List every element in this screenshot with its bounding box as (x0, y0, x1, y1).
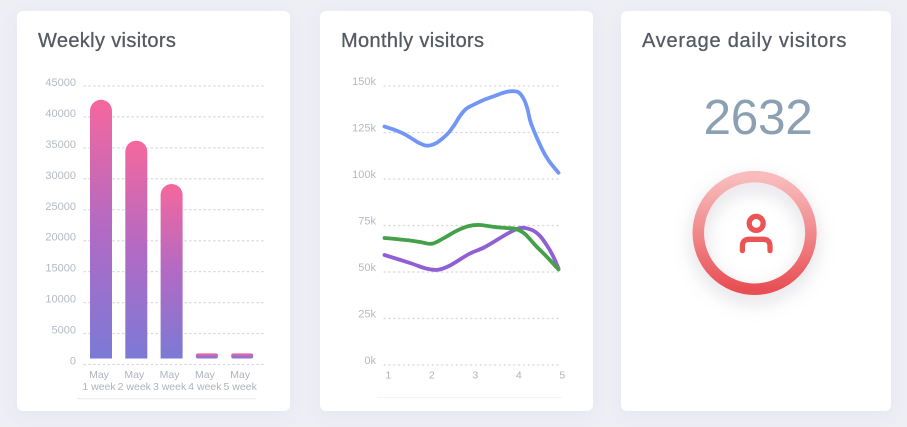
svg-text:50k: 50k (358, 262, 376, 274)
svg-text:0k: 0k (364, 355, 376, 367)
svg-text:5000: 5000 (52, 325, 76, 337)
svg-text:25k: 25k (358, 309, 376, 321)
svg-text:30000: 30000 (45, 170, 76, 182)
svg-text:1 week: 1 week (82, 381, 116, 393)
svg-text:0: 0 (70, 356, 76, 368)
svg-text:3: 3 (472, 370, 478, 382)
svg-text:May: May (230, 369, 251, 381)
svg-text:2632: 2632 (704, 90, 813, 145)
svg-text:75k: 75k (358, 216, 376, 228)
svg-text:May: May (160, 369, 181, 381)
svg-text:4: 4 (516, 370, 522, 382)
svg-text:100k: 100k (352, 169, 376, 181)
svg-text:35000: 35000 (45, 139, 76, 151)
svg-text:5: 5 (559, 370, 565, 382)
svg-text:May: May (195, 369, 216, 381)
svg-text:1: 1 (385, 370, 391, 382)
svg-text:10000: 10000 (45, 294, 76, 306)
svg-text:25000: 25000 (45, 201, 76, 213)
svg-text:3 week: 3 week (153, 381, 187, 393)
svg-text:4 week: 4 week (188, 381, 222, 393)
svg-text:May: May (124, 369, 145, 381)
svg-text:125k: 125k (352, 123, 376, 135)
svg-text:May: May (89, 369, 110, 381)
svg-text:20000: 20000 (45, 232, 76, 244)
svg-text:2: 2 (429, 370, 435, 382)
svg-text:150k: 150k (352, 76, 376, 88)
svg-text:45000: 45000 (45, 77, 76, 89)
svg-text:15000: 15000 (45, 263, 76, 275)
svg-text:5 week: 5 week (224, 381, 258, 393)
svg-text:2 week: 2 week (118, 381, 152, 393)
svg-text:40000: 40000 (45, 108, 76, 120)
